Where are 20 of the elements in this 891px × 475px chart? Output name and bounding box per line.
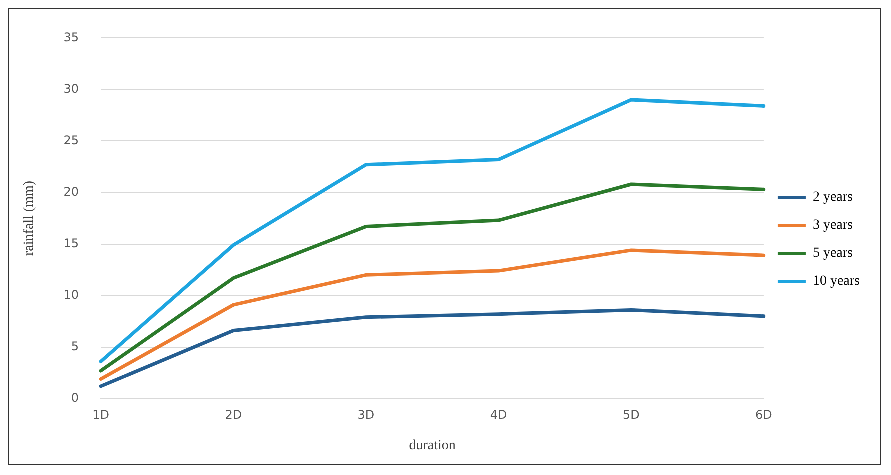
y-axis-title: rainfall (mm): [22, 180, 38, 256]
legend-label: 2 years: [812, 190, 854, 206]
x-tick-label: 1D: [92, 408, 110, 422]
y-tick-label: 25: [64, 133, 80, 148]
x-tick-label: 2D: [225, 408, 242, 422]
y-tick-label: 20: [64, 184, 80, 199]
legend-label: 5 years: [812, 246, 854, 262]
y-tick-label: 10: [64, 288, 80, 302]
y-tick-label: 0: [71, 390, 80, 405]
legend-label: 10 years: [812, 274, 860, 290]
legend-label: 3 years: [812, 218, 854, 234]
x-tick-label: 4D: [490, 408, 508, 422]
y-tick-label: 5: [71, 339, 80, 354]
y-tick-label: 30: [64, 82, 80, 96]
x-tick-label: 3D: [358, 408, 375, 422]
x-axis-title: duration: [409, 438, 456, 454]
y-tick-label: 15: [64, 236, 80, 250]
x-tick-label: 5D: [622, 408, 640, 422]
x-tick-label: 6D: [756, 408, 772, 422]
y-tick-label: 35: [64, 30, 80, 44]
